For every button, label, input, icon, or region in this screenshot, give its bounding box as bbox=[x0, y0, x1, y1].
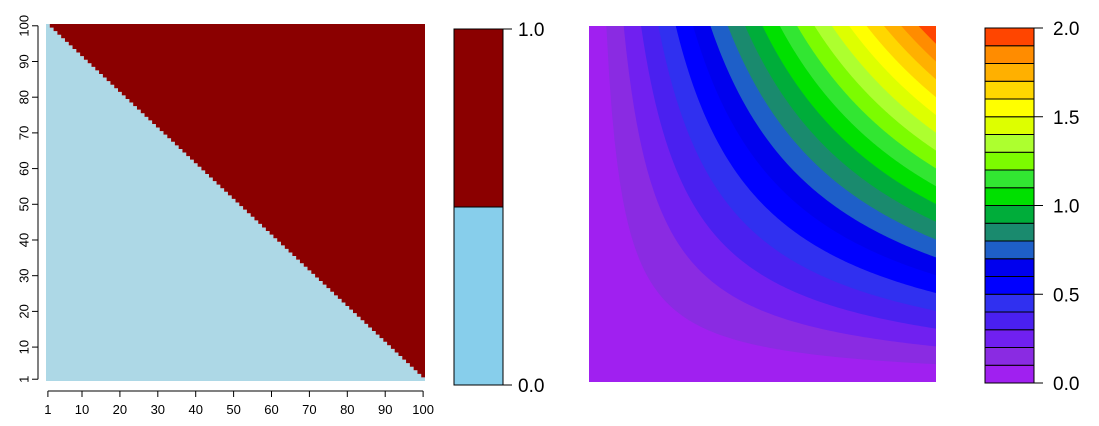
y-tick-label: 20 bbox=[16, 304, 31, 318]
colorbar-level-box bbox=[984, 364, 1035, 384]
contour-colorbar bbox=[984, 27, 1035, 384]
x-tick-label: 10 bbox=[75, 402, 89, 417]
heatmap-x-axis: 1 10 20 30 40 50 60 70 80 90 100 bbox=[44, 390, 434, 417]
colorbar-level-box bbox=[984, 205, 1035, 224]
x-tick-label: 100 bbox=[412, 402, 434, 417]
colorbar-level-box bbox=[984, 258, 1035, 277]
colorbar-level-box bbox=[984, 187, 1035, 206]
colorbar-level-box bbox=[984, 311, 1035, 331]
contour-colorbar-ticks: 0.0 0.5 1.0 1.5 2.0 bbox=[1034, 19, 1079, 395]
colorbar-tick-label: 1.0 bbox=[1053, 197, 1079, 218]
colorbar-level-box bbox=[984, 293, 1035, 313]
colorbar-tick-label: 0.0 bbox=[1053, 374, 1079, 395]
y-tick-label: 100 bbox=[16, 15, 31, 37]
colorbar-level-box bbox=[984, 98, 1035, 118]
colorbar-level-box bbox=[984, 151, 1035, 171]
contour-plot bbox=[589, 26, 936, 382]
colorbar-tick-label: 0.5 bbox=[1053, 285, 1079, 306]
colorbar-tick-label: 2.0 bbox=[1053, 19, 1079, 40]
y-tick-label: 30 bbox=[16, 268, 31, 282]
y-tick-label: 10 bbox=[16, 340, 31, 354]
y-tick-label: 60 bbox=[16, 161, 31, 175]
heatmap-region-one bbox=[46, 24, 425, 381]
x-tick-label: 90 bbox=[378, 402, 392, 417]
y-tick-label: 90 bbox=[16, 54, 31, 68]
colorbar-tick-label: 0.0 bbox=[518, 376, 544, 397]
x-tick-label: 1 bbox=[44, 402, 51, 417]
colorbar-level-box bbox=[984, 63, 1035, 82]
x-tick-label: 20 bbox=[113, 402, 127, 417]
colorbar-level-box bbox=[984, 276, 1035, 295]
y-tick-label: 50 bbox=[16, 197, 31, 211]
colorbar-level-box bbox=[984, 80, 1035, 100]
binary-colorbar-ticks: 0.0 1.0 bbox=[503, 20, 544, 397]
binary-colorbar bbox=[453, 28, 504, 386]
y-tick-label: 1 bbox=[16, 376, 31, 383]
x-tick-label: 50 bbox=[226, 402, 240, 417]
x-tick-label: 60 bbox=[264, 402, 278, 417]
heatmap-y-axis: 1 10 20 30 40 50 60 70 80 90 100 bbox=[16, 15, 39, 383]
colorbar-level-box bbox=[984, 27, 1035, 47]
x-tick-label: 70 bbox=[302, 402, 316, 417]
binary-heatmap bbox=[46, 24, 425, 381]
colorbar-tick-label: 1.0 bbox=[518, 20, 544, 41]
colorbar-level-box bbox=[984, 329, 1035, 348]
colorbar-level-box bbox=[984, 347, 1035, 366]
colorbar-level-box bbox=[984, 116, 1035, 135]
y-tick-label: 80 bbox=[16, 90, 31, 104]
x-tick-label: 80 bbox=[340, 402, 354, 417]
x-tick-label: 30 bbox=[151, 402, 165, 417]
colorbar-level-box bbox=[984, 45, 1035, 64]
colorbar-level-box bbox=[984, 240, 1035, 260]
colorbar-box-zero bbox=[453, 206, 504, 386]
y-tick-label: 70 bbox=[16, 126, 31, 140]
y-tick-label: 40 bbox=[16, 233, 31, 247]
x-tick-label: 40 bbox=[188, 402, 202, 417]
colorbar-box-one bbox=[453, 28, 504, 208]
colorbar-tick-label: 1.5 bbox=[1053, 108, 1079, 129]
colorbar-level-box bbox=[984, 134, 1035, 153]
colorbar-level-box bbox=[984, 169, 1035, 189]
colorbar-level-box bbox=[984, 222, 1035, 242]
contour-band bbox=[918, 26, 936, 44]
